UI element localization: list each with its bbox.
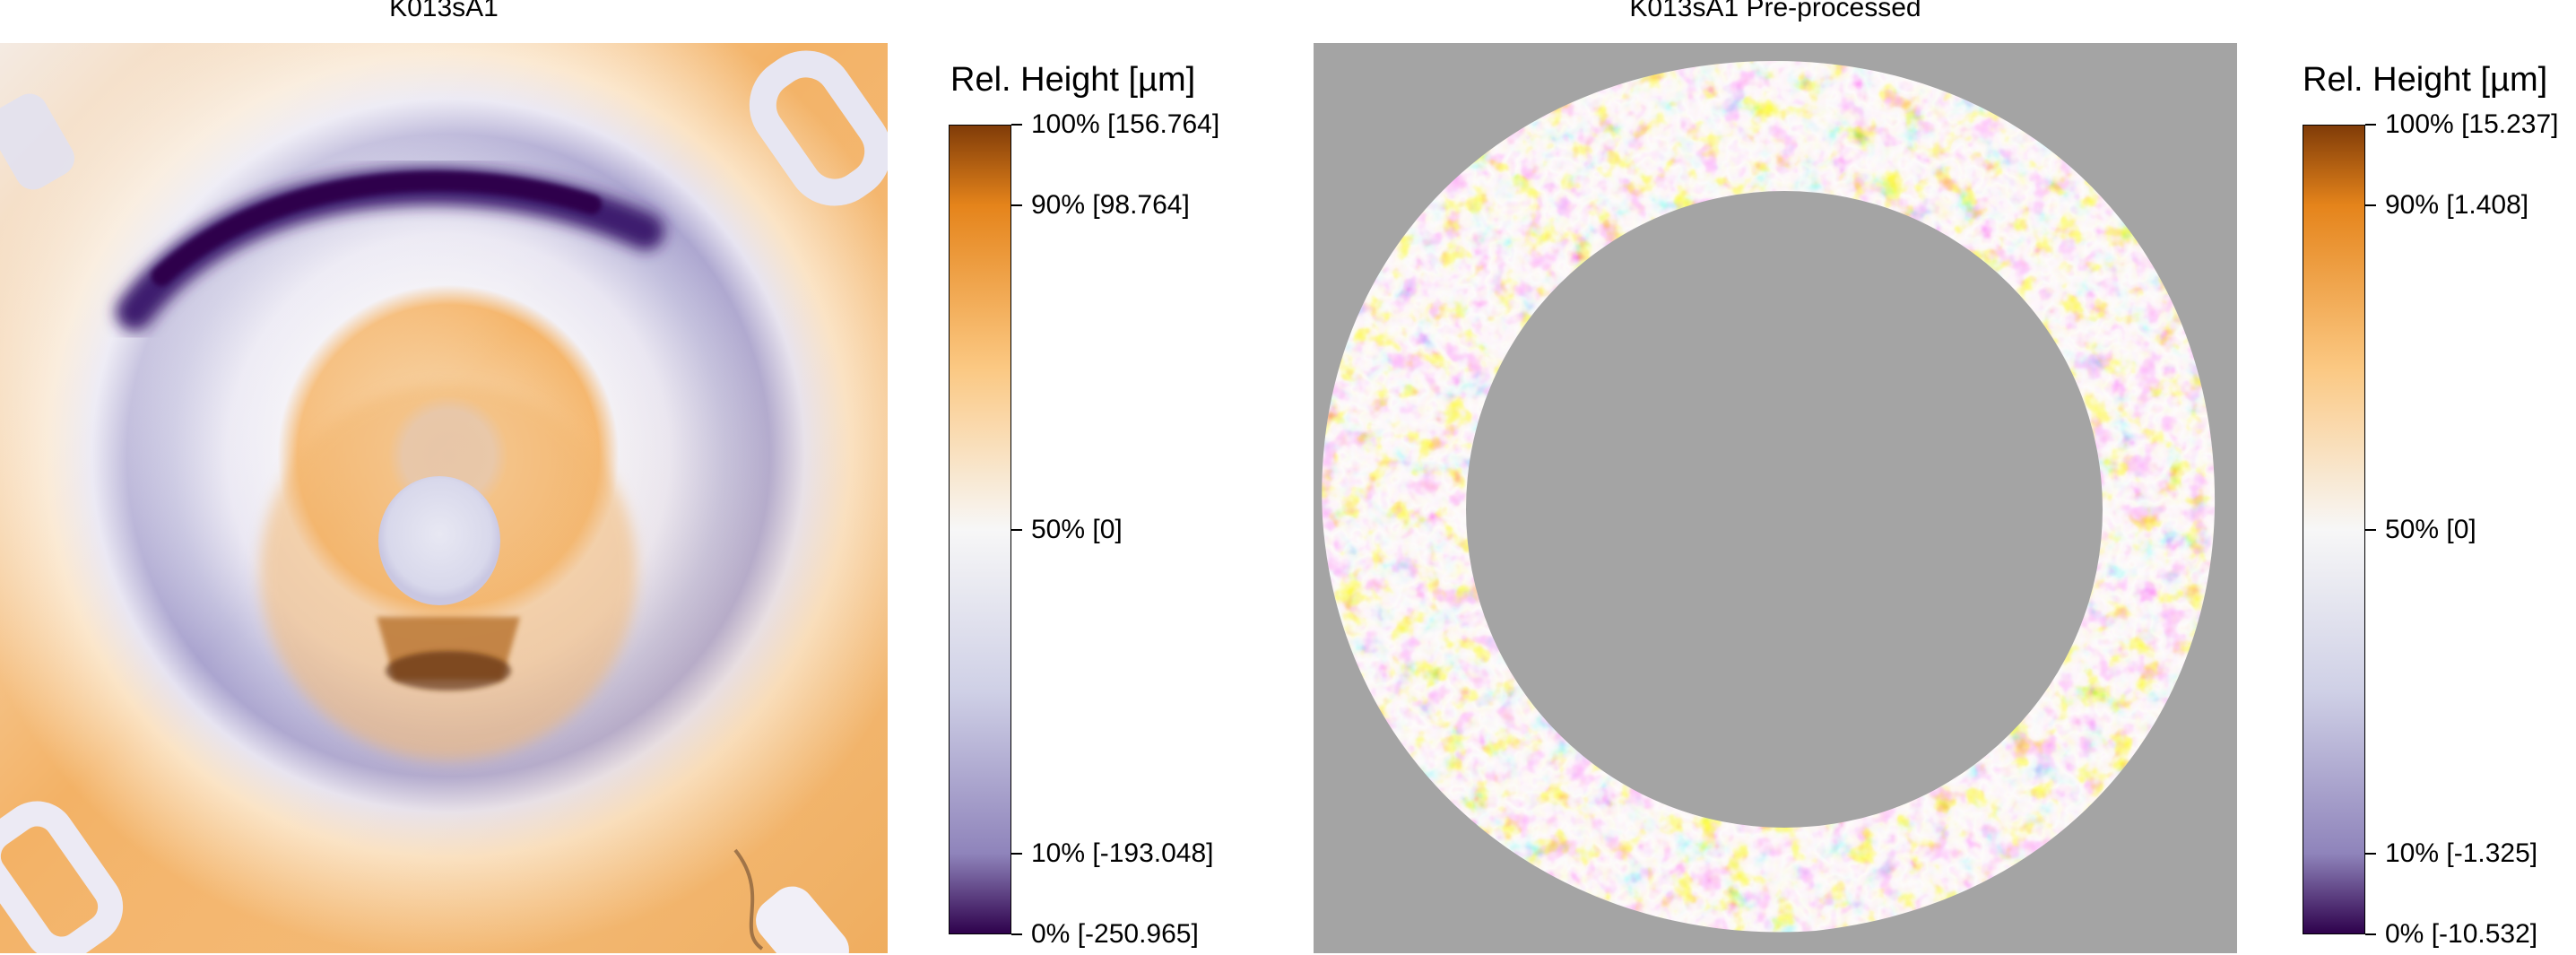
left-colorbar-title: Rel. Height [µm]: [950, 61, 1196, 99]
colorbar-tick-mark: [1011, 204, 1022, 207]
left-height-map: [0, 43, 888, 953]
colorbar-tick-label: 0% [-10.532]: [2385, 919, 2538, 949]
colorbar-tick-mark: [2365, 933, 2376, 935]
left-colorbar: [949, 125, 1011, 934]
colorbar-tick-label: 100% [156.764]: [1031, 109, 1220, 139]
colorbar-tick-mark: [2365, 204, 2376, 207]
colorbar-tick-label: 90% [98.764]: [1031, 190, 1190, 221]
right-colorbar-title: Rel. Height [µm]: [2303, 61, 2548, 99]
colorbar-tick-label: 50% [0]: [2385, 514, 2476, 544]
colorbar-tick-mark: [2365, 124, 2376, 126]
colorbar-tick-mark: [1011, 124, 1022, 126]
colorbar-tick-label: 0% [-250.965]: [1031, 919, 1199, 949]
colorbar-tick-mark: [1011, 528, 1022, 531]
colorbar-tick-label: 90% [1.408]: [2385, 190, 2529, 221]
right-height-map: [1314, 43, 2237, 953]
colorbar-tick-mark: [2365, 852, 2376, 855]
right-colorbar: [2303, 125, 2365, 934]
right-panel-title: K013sA1 Pre-processed: [1629, 0, 1921, 22]
colorbar-tick-label: 10% [-1.325]: [2385, 838, 2538, 868]
colorbar-tick-mark: [1011, 933, 1022, 935]
colorbar-tick-label: 100% [15.237]: [2385, 109, 2559, 139]
left-panel-title: K013sA1: [389, 0, 499, 22]
colorbar-tick-mark: [2365, 528, 2376, 531]
colorbar-tick-label: 10% [-193.048]: [1031, 838, 1214, 868]
colorbar-tick-mark: [1011, 852, 1022, 855]
colorbar-tick-label: 50% [0]: [1031, 514, 1123, 544]
